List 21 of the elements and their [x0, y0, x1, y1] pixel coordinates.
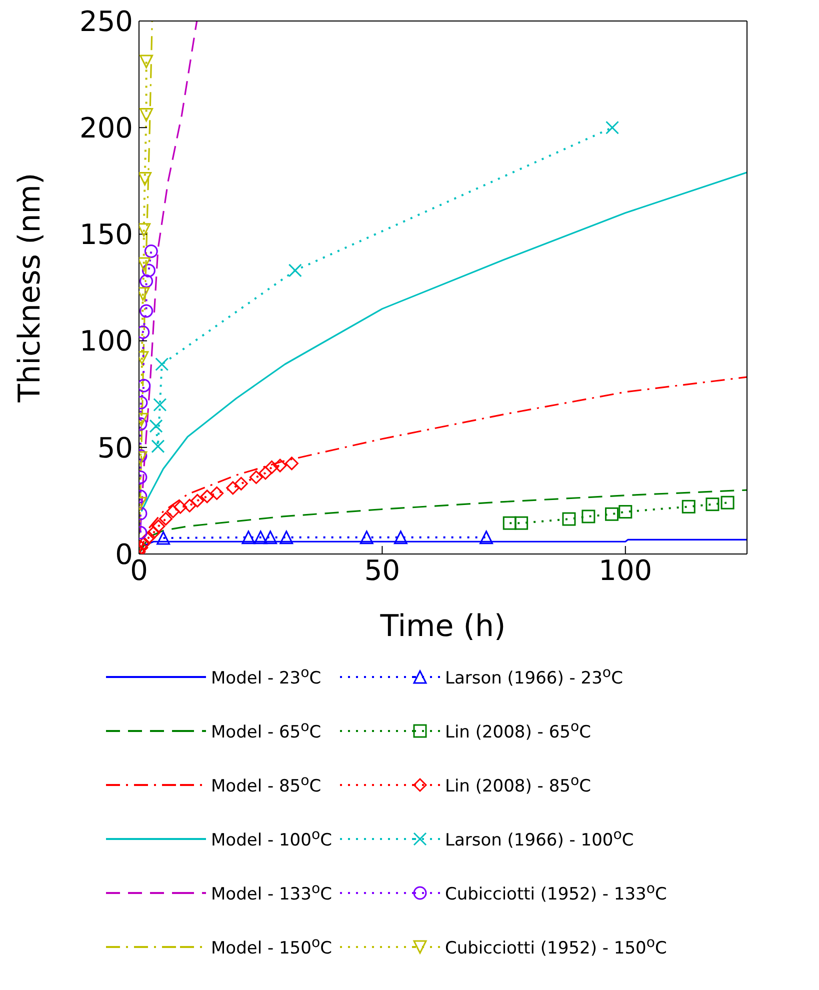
- legend-label: Lin (2008) - 85$^{o}$C: [444, 773, 592, 797]
- legend-label: Model - 100$^{o}$C: [211, 827, 332, 851]
- legend-label: Larson (1966) - 100$^{o}$C: [444, 827, 634, 851]
- legend-label: Cubicciotti (1952) - 150$^{o}$C: [444, 935, 667, 959]
- x-axis-title: Time (h): [379, 609, 506, 644]
- legend-label: Model - 23$^{o}$C: [211, 665, 322, 689]
- legend-label: Model - 133$^{o}$C: [211, 881, 332, 905]
- y-tick-label: 200: [80, 112, 133, 145]
- y-tick-label: 150: [80, 218, 133, 252]
- legend-label: Model - 65$^{o}$C: [211, 719, 322, 743]
- legend-label: Cubicciotti (1952) - 133$^{o}$C: [444, 881, 667, 905]
- legend-label: Model - 85$^{o}$C: [211, 773, 322, 797]
- legend-label: Lin (2008) - 65$^{o}$C: [444, 719, 592, 743]
- legend-label: Larson (1966) - 23$^{o}$C: [444, 665, 623, 689]
- y-tick-label: 250: [80, 4, 133, 38]
- y-tick-label: 50: [97, 431, 133, 464]
- y-tick-label: 100: [80, 324, 133, 358]
- y-axis-title: Thickness (nm): [12, 172, 48, 404]
- x-tick-label: 50: [364, 554, 400, 587]
- x-tick-label: 100: [598, 554, 652, 587]
- legend-label: Model - 150$^{o}$C: [211, 935, 332, 959]
